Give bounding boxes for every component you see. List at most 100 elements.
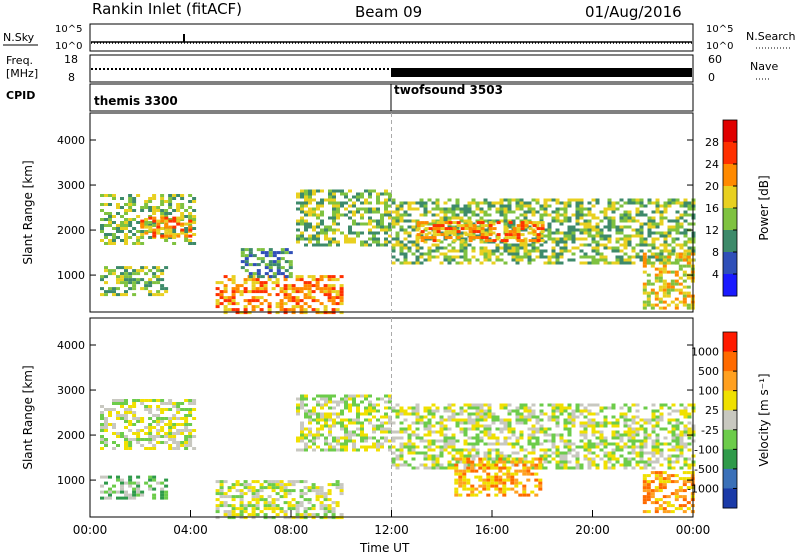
echo-cell xyxy=(328,424,332,428)
echo-cell xyxy=(599,406,604,410)
echo-cell xyxy=(506,475,511,479)
echo-cell xyxy=(288,263,293,267)
echo-cell xyxy=(323,510,328,514)
echo-cell xyxy=(663,231,668,235)
echo-cell xyxy=(328,237,332,241)
echo-cell xyxy=(332,189,336,193)
echo-cell xyxy=(148,221,153,224)
echo-cell xyxy=(188,239,193,242)
echo-cell xyxy=(491,421,496,425)
echo-cell xyxy=(324,436,328,440)
echo-cell xyxy=(523,219,528,223)
echo-cell xyxy=(336,439,340,443)
echo-cell xyxy=(168,234,173,238)
echo-cell xyxy=(419,213,424,217)
echo-cell xyxy=(482,484,487,488)
echo-cell xyxy=(120,221,124,224)
echo-cell xyxy=(296,192,300,196)
echo-cell xyxy=(104,224,108,227)
echo-cell xyxy=(411,457,416,461)
echo-cell xyxy=(459,243,464,247)
echo-cell xyxy=(619,436,624,440)
echo-cell xyxy=(395,219,400,223)
echo-cell xyxy=(487,433,492,437)
echo-cell xyxy=(188,423,193,426)
echo-cell xyxy=(639,210,644,214)
echo-cell xyxy=(567,442,572,446)
echo-cell xyxy=(655,198,660,202)
echo-cell xyxy=(551,237,556,241)
echo-cell xyxy=(239,284,244,288)
echo-cell xyxy=(543,213,548,217)
echo-cell xyxy=(276,257,281,261)
echo-cell xyxy=(595,445,600,449)
echo-cell xyxy=(547,427,552,431)
echo-cell xyxy=(180,231,185,235)
echo-cell xyxy=(551,216,556,220)
echo-cell xyxy=(547,231,552,235)
echo-cell xyxy=(623,252,628,256)
echo-cell xyxy=(300,424,304,428)
echo-cell xyxy=(184,417,189,420)
echo-cell xyxy=(579,445,584,449)
echo-cell xyxy=(635,231,640,235)
echo-cell xyxy=(384,436,388,440)
echo-cell xyxy=(407,249,412,253)
echo-cell xyxy=(264,251,269,255)
echo-cell xyxy=(607,261,612,265)
echo-cell xyxy=(384,240,388,244)
echo-cell xyxy=(567,216,572,220)
echo-cell xyxy=(104,212,108,215)
echo-cell xyxy=(148,224,153,227)
echo-cell xyxy=(615,445,620,449)
echo-cell xyxy=(308,237,312,241)
echo-cell xyxy=(148,216,153,220)
echo-cell xyxy=(308,430,312,434)
echo-cell xyxy=(495,201,500,205)
echo-cell xyxy=(172,432,177,435)
echo-cell xyxy=(479,207,484,211)
echo-cell xyxy=(642,477,647,481)
echo-cell xyxy=(339,513,344,517)
echo-cell xyxy=(356,406,360,410)
echo-cell xyxy=(682,489,687,493)
echo-cell xyxy=(128,224,133,227)
echo-cell xyxy=(452,230,457,234)
echo-cell xyxy=(312,436,316,440)
echo-cell xyxy=(239,516,244,520)
echo-cell xyxy=(315,299,320,303)
echo-cell xyxy=(348,240,352,244)
echo-cell xyxy=(399,207,404,211)
echo-cell xyxy=(283,308,288,312)
echo-cell xyxy=(268,266,273,270)
noise-left-tick-bottom: 10^0 xyxy=(55,41,82,52)
echo-cell xyxy=(255,501,260,505)
echo-cell xyxy=(176,417,181,420)
echo-cell xyxy=(116,281,120,285)
echo-cell xyxy=(651,240,656,244)
echo-cell xyxy=(376,240,380,244)
echo-cell xyxy=(631,261,636,265)
echo-cell xyxy=(471,210,476,214)
echo-cell xyxy=(324,231,328,235)
echo-cell xyxy=(498,475,503,479)
echo-cell xyxy=(452,233,457,237)
echo-cell xyxy=(454,493,459,497)
echo-cell xyxy=(124,417,128,420)
echo-cell xyxy=(507,430,512,434)
echo-cell xyxy=(555,213,560,217)
echo-cell xyxy=(687,201,692,205)
echo-cell xyxy=(144,284,149,288)
echo-cell xyxy=(591,237,596,241)
echo-cell xyxy=(231,278,236,282)
echo-cell xyxy=(291,299,296,303)
echo-cell xyxy=(255,281,260,285)
echo-cell xyxy=(415,445,420,449)
echo-cell xyxy=(591,246,596,250)
echo-cell xyxy=(519,445,524,449)
echo-cell xyxy=(646,258,651,262)
echo-cell xyxy=(487,213,492,217)
echo-cell xyxy=(300,201,304,205)
echo-cell xyxy=(128,218,133,221)
echo-cell xyxy=(575,403,580,407)
